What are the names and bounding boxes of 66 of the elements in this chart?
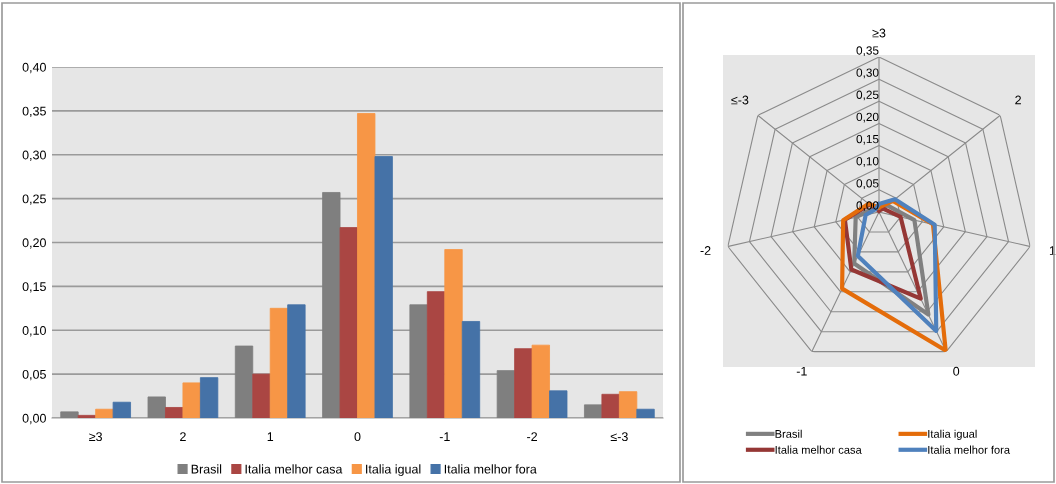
- bar: [269, 307, 289, 418]
- x-tick-label: ≤-3: [610, 432, 628, 442]
- spoke-label: ≤-3: [731, 95, 749, 105]
- y-tick-label: 0,20: [856, 112, 879, 123]
- legend-label: Italia igual: [928, 429, 977, 441]
- bar: [531, 344, 550, 418]
- x-tick-label: 2: [180, 432, 186, 441]
- x-tick-label: -2: [527, 432, 537, 441]
- legend-label: Brasil: [191, 464, 222, 474]
- bar: [147, 396, 166, 418]
- y-tick-label: 0,15: [856, 134, 879, 145]
- legend-label: Italia melhor casa: [245, 464, 343, 474]
- bar: [165, 407, 184, 418]
- y-tick-label: 0,25: [856, 90, 879, 101]
- legend-label: Italia melhor casa: [775, 445, 862, 454]
- bar: [549, 390, 568, 418]
- bar: [234, 345, 254, 418]
- bar: [514, 348, 533, 418]
- y-tick-label: 0,10: [856, 157, 879, 167]
- bar: [252, 373, 271, 418]
- bar: [287, 304, 306, 418]
- legend-label: Brasil: [775, 429, 802, 438]
- bar: [112, 401, 131, 418]
- y-tick-label: 0,05: [856, 179, 879, 189]
- y-tick-label: 0,00: [22, 413, 46, 425]
- x-tick-label: 1: [267, 432, 274, 441]
- bar: [636, 408, 655, 418]
- bar: [95, 408, 114, 418]
- bar: [77, 414, 97, 418]
- bar: [601, 393, 620, 418]
- bar: [618, 391, 638, 418]
- bar: [60, 411, 79, 418]
- bar: [374, 156, 393, 418]
- y-tick-label: 0,20: [22, 238, 46, 249]
- bar: [461, 321, 481, 418]
- bar: [584, 404, 603, 418]
- x-tick-label: ≥3: [89, 432, 102, 442]
- bar: [409, 304, 428, 418]
- y-tick-label: 0,25: [22, 194, 46, 205]
- bar: [182, 382, 201, 418]
- spoke-label: ≥3: [872, 28, 886, 38]
- x-tick-label: -1: [439, 432, 450, 441]
- y-tick-label: 0,05: [22, 369, 46, 381]
- y-tick-label: 0,10: [22, 326, 46, 337]
- bar: [444, 249, 463, 418]
- spoke-label: 0: [953, 366, 960, 376]
- legend-label: Italia melhor fora: [928, 445, 1011, 454]
- bar: [199, 377, 219, 418]
- x-tick-label: 0: [354, 432, 361, 442]
- legend-label: Italia igual: [366, 464, 421, 476]
- spoke-label: -2: [700, 246, 711, 255]
- bar: [322, 192, 341, 418]
- legend-label: Italia melhor fora: [444, 464, 537, 474]
- y-tick-label: 0,35: [856, 46, 879, 57]
- bar: [426, 291, 446, 418]
- spoke-label: 2: [1015, 95, 1021, 105]
- bar: [339, 227, 358, 418]
- y-tick-label: 0,40: [22, 62, 46, 74]
- y-tick-label: 0,30: [856, 68, 879, 79]
- bar: [496, 370, 516, 418]
- y-tick-label: 0,30: [22, 150, 46, 161]
- y-tick-label: 0,35: [22, 106, 46, 117]
- y-tick-label: 0,15: [22, 282, 46, 293]
- spoke-label: -1: [796, 366, 807, 376]
- spoke-label: 1: [1049, 246, 1056, 255]
- bar: [357, 113, 376, 418]
